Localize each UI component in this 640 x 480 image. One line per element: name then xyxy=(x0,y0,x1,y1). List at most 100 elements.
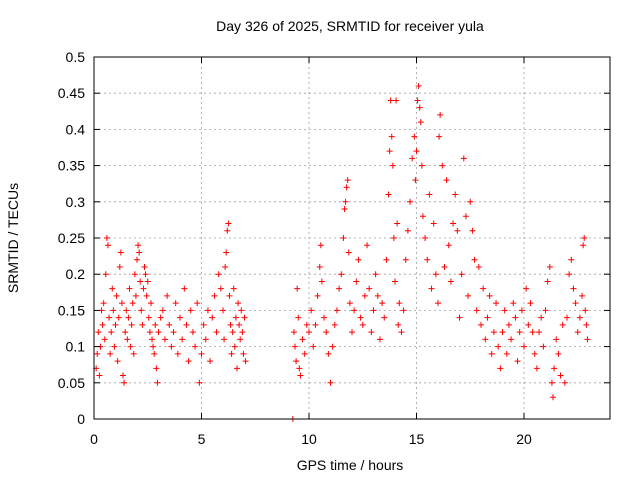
data-point xyxy=(394,220,401,227)
grid xyxy=(94,57,610,419)
data-point xyxy=(317,242,324,249)
data-point xyxy=(200,321,207,328)
data-point xyxy=(582,307,589,314)
data-point xyxy=(117,249,124,256)
data-point xyxy=(207,358,214,365)
data-point xyxy=(177,314,183,321)
data-point xyxy=(327,379,334,386)
data-point xyxy=(172,300,179,307)
data-point xyxy=(402,256,409,263)
data-point xyxy=(344,177,351,184)
data-point xyxy=(321,314,328,321)
data-point xyxy=(550,394,557,401)
data-point xyxy=(123,307,130,314)
data-point xyxy=(441,263,448,270)
data-point xyxy=(323,329,330,336)
data-point xyxy=(465,292,472,299)
data-point xyxy=(213,329,220,336)
data-point xyxy=(345,249,352,256)
data-point xyxy=(166,321,173,328)
data-point xyxy=(111,343,118,350)
data-point xyxy=(159,307,166,314)
data-point xyxy=(161,336,168,343)
data-point xyxy=(316,263,323,270)
data-point xyxy=(566,271,573,278)
data-point xyxy=(364,242,371,249)
data-point xyxy=(170,329,177,336)
data-point xyxy=(564,314,570,321)
data-point xyxy=(548,379,555,386)
data-point xyxy=(490,329,497,336)
data-point xyxy=(131,271,138,278)
data-point xyxy=(559,321,566,328)
data-point xyxy=(127,343,134,350)
data-point xyxy=(217,285,224,292)
axis-ticks: 0 0.05 0.1 0.15 0.2 0.25 0.3 0.35 0.4 0.45 0.5 0 5 10… xyxy=(58,49,610,447)
data-point xyxy=(497,365,504,372)
data-point xyxy=(516,329,523,336)
data-point xyxy=(310,343,317,350)
data-point xyxy=(456,314,463,321)
plot-frame xyxy=(93,56,611,420)
data-point xyxy=(296,365,303,372)
data-point xyxy=(110,307,117,314)
data-point xyxy=(368,329,375,336)
data-point xyxy=(412,177,419,184)
data-point xyxy=(232,314,239,321)
data-point xyxy=(436,133,443,140)
data-point xyxy=(568,256,575,263)
data-point xyxy=(101,336,108,343)
data-point xyxy=(473,307,480,314)
data-point xyxy=(242,358,249,365)
data-point xyxy=(346,300,353,307)
data-point xyxy=(527,300,534,307)
data-point xyxy=(235,300,242,307)
data-point xyxy=(237,336,244,343)
data-point xyxy=(486,292,493,299)
data-point xyxy=(204,307,211,314)
data-point xyxy=(128,321,135,328)
data-point xyxy=(144,278,151,285)
data-point xyxy=(366,285,373,292)
data-point xyxy=(574,329,581,336)
data-point xyxy=(129,300,136,307)
data-point xyxy=(376,336,383,343)
data-point xyxy=(583,321,590,328)
data-point xyxy=(508,336,515,343)
y-tick-label: 0.15 xyxy=(58,302,85,318)
y-tick-label: 0 xyxy=(77,411,85,427)
data-point xyxy=(467,198,474,205)
y-tick-label: 0.2 xyxy=(66,266,86,282)
data-point xyxy=(142,271,149,278)
data-point xyxy=(132,292,139,299)
data-point xyxy=(480,285,487,292)
y-tick-label: 0.4 xyxy=(66,121,86,137)
data-point xyxy=(96,372,103,379)
data-point xyxy=(130,350,137,357)
data-point xyxy=(471,256,478,263)
data-point xyxy=(418,162,425,169)
data-point xyxy=(336,285,343,292)
data-point xyxy=(115,314,122,321)
data-point xyxy=(460,155,467,162)
data-point xyxy=(329,343,336,350)
data-point xyxy=(187,307,194,314)
data-point xyxy=(314,292,321,299)
data-point xyxy=(181,285,188,292)
data-point xyxy=(510,300,517,307)
data-point xyxy=(514,358,521,365)
y-axis-label: SRMTID / TECUs xyxy=(5,183,21,293)
data-point xyxy=(478,321,484,328)
data-point xyxy=(395,321,402,328)
data-point xyxy=(126,285,133,292)
data-point xyxy=(499,329,506,336)
data-point xyxy=(230,285,237,292)
data-point xyxy=(223,249,230,256)
data-point xyxy=(103,235,110,241)
data-point xyxy=(426,191,433,198)
data-point xyxy=(521,343,527,350)
x-tick-label: 10 xyxy=(301,431,317,447)
data-point xyxy=(576,314,583,321)
data-point xyxy=(109,285,116,292)
data-point xyxy=(555,350,562,357)
